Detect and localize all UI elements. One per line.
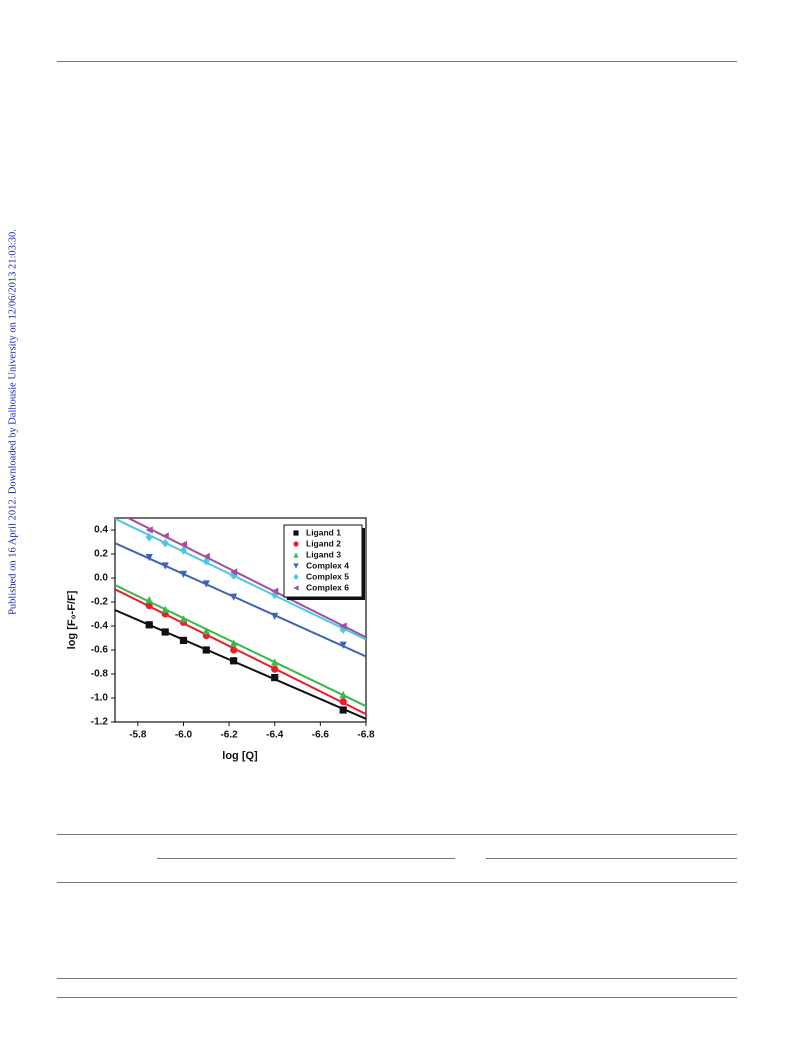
- x-tick-label: -6.0: [175, 730, 193, 741]
- marker: [339, 706, 347, 714]
- marker: [202, 646, 210, 654]
- fit-line: [115, 518, 366, 641]
- marker: [179, 615, 188, 623]
- marker: [145, 602, 153, 610]
- marker: [161, 562, 169, 570]
- x-tick-label: -5.8: [129, 730, 147, 741]
- y-tick-label: 0.0: [94, 573, 108, 584]
- fit-line: [115, 584, 366, 708]
- plot-frame: [114, 517, 367, 723]
- fit-line: [115, 588, 366, 715]
- rule: [57, 834, 737, 835]
- x-axis-label: log [Q]: [222, 750, 258, 762]
- legend-label: Complex 5: [306, 571, 349, 581]
- marker: [202, 580, 210, 588]
- y-axis-label: log [F₀-F/F]: [66, 590, 78, 649]
- x-tick-label: -6.2: [220, 730, 238, 741]
- marker: [145, 621, 153, 629]
- marker: [293, 585, 299, 591]
- y-tick-label: -1.0: [91, 693, 109, 704]
- y-tick-label: 0.2: [94, 549, 108, 560]
- marker: [230, 639, 238, 647]
- marker: [230, 657, 238, 665]
- rule: [486, 858, 737, 859]
- rule: [157, 858, 455, 859]
- plot-area: [115, 518, 366, 720]
- legend-label: Ligand 3: [306, 549, 341, 559]
- legend-box: [283, 524, 363, 598]
- marker: [271, 587, 279, 595]
- legend-label: Ligand 2: [306, 538, 341, 548]
- marker: [293, 541, 299, 547]
- marker: [161, 538, 169, 548]
- rule: [57, 978, 737, 979]
- y-tick-label: -1.2: [91, 717, 109, 728]
- marker: [230, 568, 238, 576]
- marker: [339, 698, 347, 706]
- marker: [145, 596, 153, 604]
- marker: [179, 570, 188, 578]
- y-tick-label: 0.4: [94, 525, 108, 536]
- marker: [161, 605, 169, 613]
- marker: [271, 665, 279, 673]
- y-tick-label: -0.2: [91, 597, 109, 608]
- marker: [271, 674, 279, 682]
- rule: [57, 997, 737, 998]
- marker: [339, 622, 347, 630]
- marker: [145, 532, 153, 542]
- marker: [179, 540, 188, 548]
- marker: [293, 563, 299, 569]
- marker: [179, 546, 188, 555]
- marker: [202, 552, 210, 560]
- x-tick-label: -6.8: [357, 730, 375, 741]
- marker: [293, 552, 299, 558]
- marker: [230, 593, 238, 601]
- marker: [161, 628, 169, 636]
- marker: [293, 530, 299, 536]
- marker: [202, 627, 210, 635]
- rule: [57, 882, 737, 883]
- x-tick-label: -6.4: [266, 730, 284, 741]
- marker: [271, 612, 279, 620]
- y-tick-label: -0.8: [91, 669, 109, 680]
- rule: [57, 61, 737, 62]
- marker: [179, 636, 188, 644]
- y-tick-label: -0.6: [91, 645, 109, 656]
- fit-line: [115, 542, 366, 658]
- fit-line: [126, 518, 366, 639]
- y-tick-label: -0.4: [91, 621, 109, 632]
- x-tick-label: -6.6: [312, 730, 330, 741]
- legend-label: Ligand 1: [306, 527, 341, 537]
- legend-label: Complex 6: [306, 582, 349, 592]
- marker: [339, 690, 347, 698]
- legend-label: Complex 4: [306, 560, 349, 570]
- marker: [339, 641, 347, 649]
- marker: [161, 532, 169, 540]
- marker: [145, 554, 153, 562]
- marker: [230, 646, 238, 654]
- marker: [293, 573, 299, 581]
- marker: [145, 526, 153, 534]
- fit-line: [115, 609, 366, 720]
- marker: [271, 658, 279, 666]
